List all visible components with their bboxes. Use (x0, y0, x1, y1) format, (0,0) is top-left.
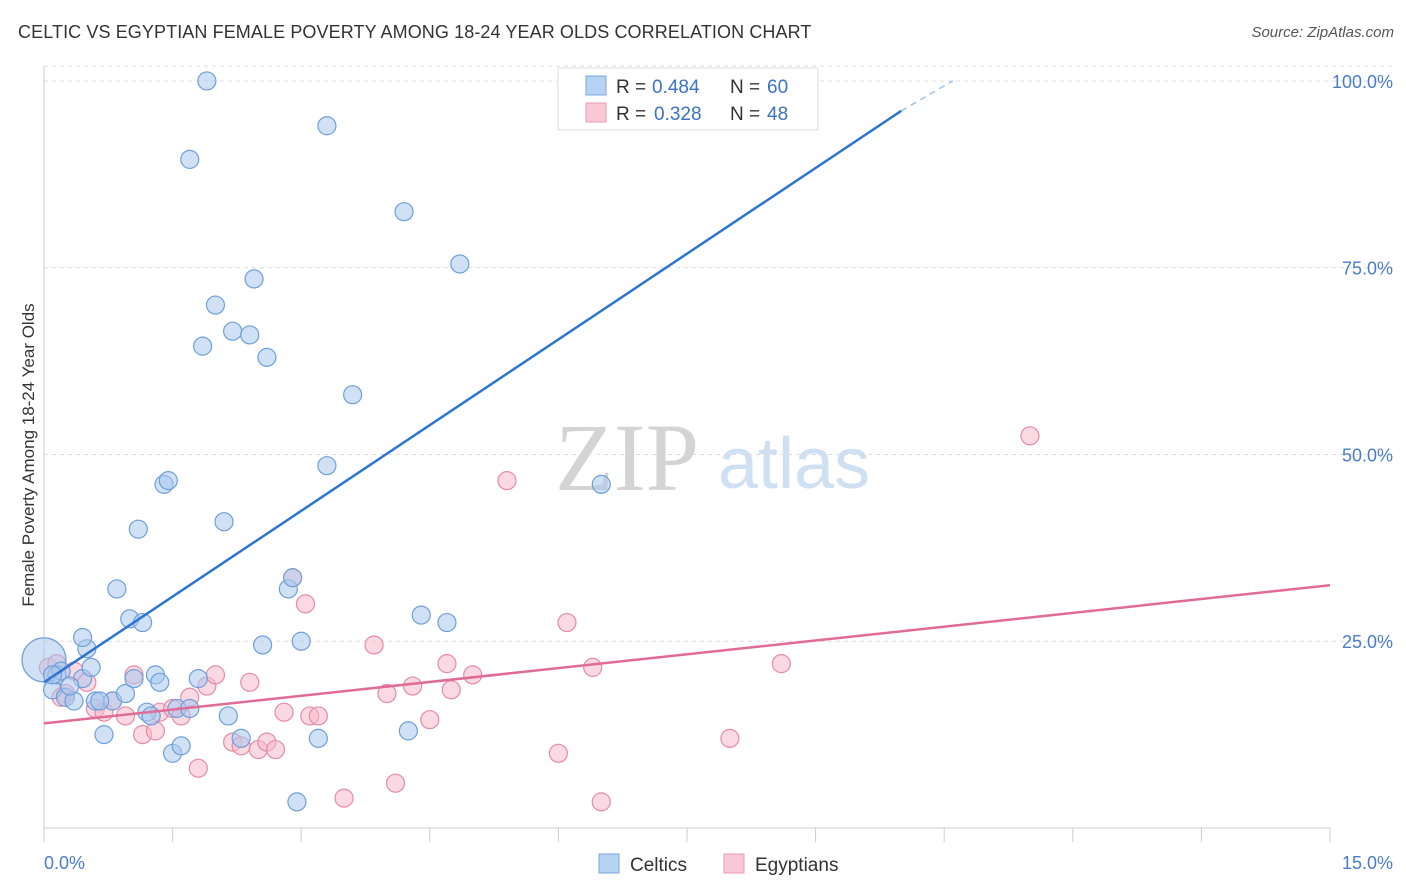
celtics-point (141, 706, 161, 726)
celtics-point (257, 347, 277, 367)
egyptians-point (720, 728, 740, 748)
egyptians-point (557, 612, 577, 633)
celtics-point (193, 336, 213, 356)
celtics-point (591, 474, 611, 494)
celtics-point (283, 568, 303, 588)
x-axis-ticks (43, 828, 1331, 842)
legend-n-value-celtics: 60 (767, 77, 788, 98)
celtics-point (398, 721, 418, 741)
legend-box: R = 0.484 N = 60 R = 0.328 N = 48 (557, 67, 819, 131)
celtics-point (205, 295, 226, 315)
celtics-point (94, 725, 114, 745)
celtics-point (253, 635, 273, 655)
bottom-legend-swatch-egyptians (723, 853, 745, 874)
celtics-point (244, 269, 264, 289)
celtics-point (124, 668, 144, 689)
chart-title: CELTIC VS EGYPTIAN FEMALE POVERTY AMONG … (18, 22, 812, 42)
celtics-point (90, 691, 110, 711)
celtics-point (107, 579, 127, 599)
x-tick-label-max: 15.0% (1342, 853, 1393, 873)
celtics-point (231, 728, 251, 748)
celtics-point (291, 631, 311, 651)
egyptians-point (403, 676, 423, 696)
celtics-point (171, 736, 191, 756)
celtics-point (197, 71, 217, 91)
legend-n-label-celtics: N = (730, 77, 760, 98)
celtics-point (450, 254, 470, 274)
egyptians-point (240, 672, 260, 692)
celtics-point (240, 325, 260, 345)
y-tick-label: 25.0% (1342, 632, 1393, 652)
egyptians-point (274, 702, 294, 722)
celtics-point (218, 706, 238, 726)
celtics-point (150, 672, 170, 692)
egyptians-point (583, 657, 603, 677)
celtics-point (158, 471, 178, 491)
bottom-legend-label-egyptians: Egyptians (755, 855, 838, 876)
celtics-point (72, 627, 93, 648)
legend-swatch-egyptians (585, 102, 607, 123)
egyptians-point (377, 683, 397, 704)
egyptians-point (1020, 426, 1040, 446)
watermark-zip: ZIP (555, 404, 699, 511)
y-tick-label: 75.0% (1342, 259, 1393, 279)
source-label: Source: ZipAtlas.com (1251, 24, 1394, 41)
celtics-point (60, 676, 80, 696)
y-axis-label: Female Poverty Among 18-24 Year Olds (19, 303, 38, 606)
bottom-legend-label-celtics: Celtics (630, 855, 687, 876)
celtics-point (115, 683, 136, 704)
legend-r-value-celtics: 0.484 (652, 77, 700, 98)
egyptians-point (295, 594, 316, 614)
watermark-atlas: atlas (718, 424, 870, 504)
celtics-point (308, 728, 328, 748)
egyptians-point (364, 635, 384, 655)
celtics-trend-line (43, 109, 903, 684)
celtics-point (188, 668, 208, 689)
celtics-point (394, 202, 414, 222)
celtics-point (128, 519, 148, 539)
egyptians-point (771, 654, 791, 674)
celtics-point (214, 512, 234, 532)
egyptians-point (265, 739, 286, 760)
egyptians-point (188, 758, 208, 778)
legend-r-label-celtics: R = (616, 77, 646, 98)
legend-r-label-egyptians: R = (616, 104, 646, 125)
y-tick-label: 100.0% (1332, 72, 1393, 92)
bottom-legend: Celtics Egyptians (598, 853, 838, 876)
y-tick-labels: 25.0% 50.0% 75.0% 100.0% (1332, 72, 1393, 652)
egyptians-point (308, 706, 328, 726)
egyptians-point (497, 471, 517, 491)
egyptians-point (463, 665, 483, 685)
egyptians-points (38, 426, 1040, 812)
legend-n-label-egyptians: N = (730, 104, 760, 125)
bottom-legend-swatch-celtics (598, 853, 620, 874)
egyptians-point (385, 773, 406, 793)
celtics-point (287, 792, 307, 812)
legend-n-value-egyptians: 48 (767, 104, 788, 125)
celtics-point (437, 612, 457, 633)
celtics-point (411, 605, 431, 625)
legend-r-value-egyptians: 0.328 (654, 104, 702, 125)
trend-lines (43, 80, 1331, 725)
egyptians-point (548, 743, 569, 763)
celtics-point (343, 385, 363, 405)
grid-lines (44, 65, 1392, 642)
egyptians-point (437, 654, 457, 674)
egyptians-point (591, 792, 611, 812)
legend-swatch-celtics (585, 75, 607, 96)
celtics-point (317, 456, 337, 476)
celtics-trend-extension (900, 80, 954, 112)
egyptians-point (441, 680, 461, 700)
egyptians-point (334, 788, 354, 808)
celtics-point (81, 657, 101, 677)
celtics-point (317, 116, 337, 136)
egyptians-point (205, 665, 226, 685)
celtics-point (180, 149, 200, 169)
egyptians-trend-line (43, 583, 1331, 725)
celtics-point (223, 321, 243, 341)
y-tick-label: 50.0% (1342, 445, 1393, 465)
egyptians-point (420, 710, 440, 730)
x-tick-label-min: 0.0% (44, 853, 85, 873)
